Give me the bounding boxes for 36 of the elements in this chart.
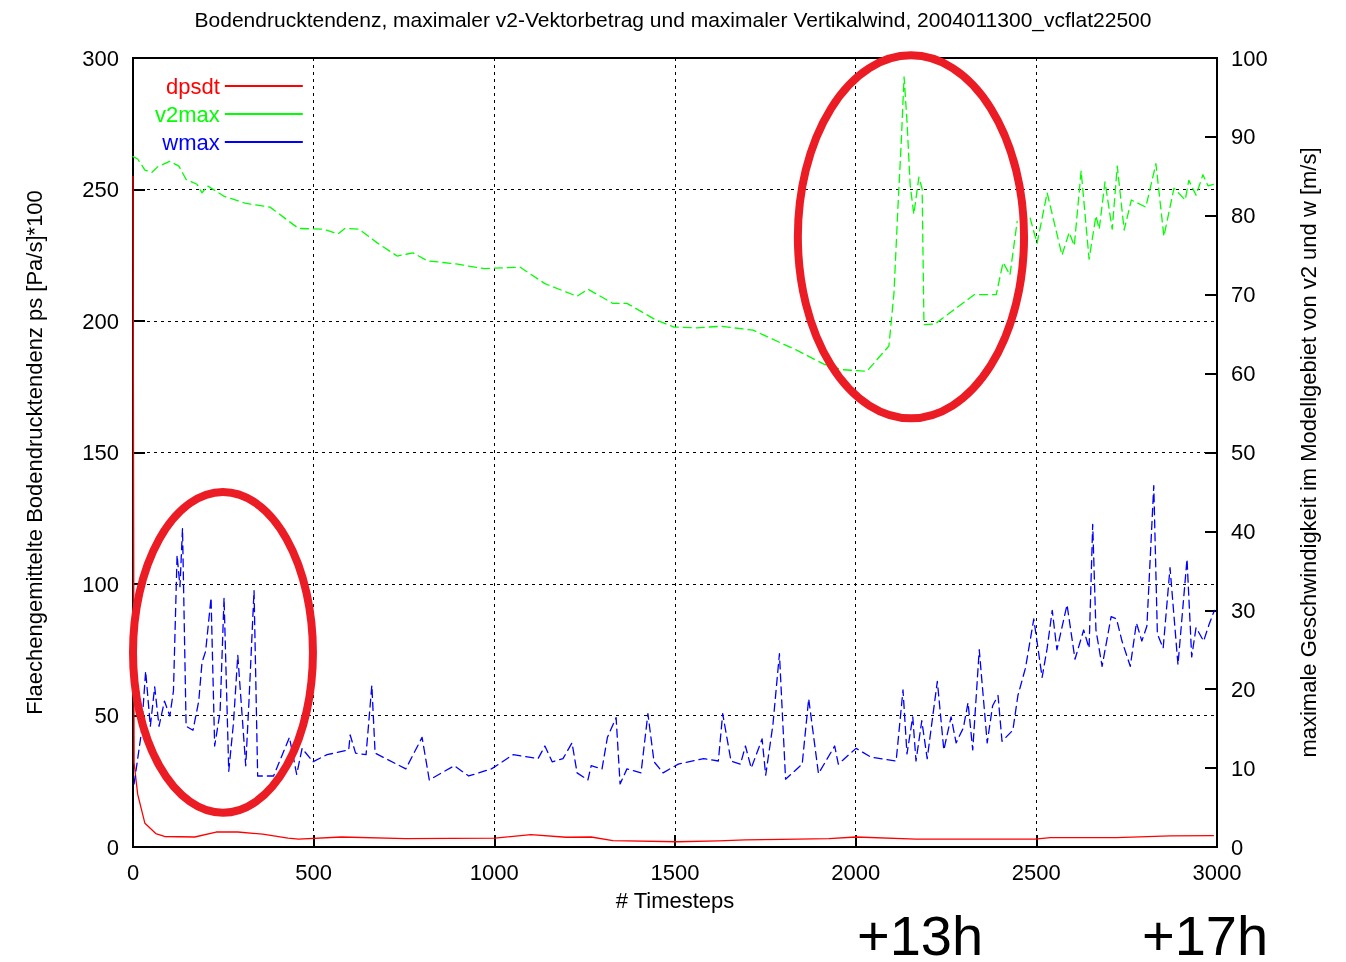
chart-title: Bodendrucktendenz, maximaler v2-Vektorbetrag und maximaler Vertikalwind, 2004011300_vcflat22500 <box>194 8 1152 32</box>
y2-tick-label: 50 <box>1231 440 1256 465</box>
y-axis-title: Flaechengemittelte Bodendrucktendenz ps [Pa/s]*100 <box>21 190 47 715</box>
y-tick-label: 100 <box>82 571 119 597</box>
y2-tick-label: 40 <box>1231 518 1256 544</box>
text: +13h <box>856 904 984 962</box>
x-tick-label: 0 <box>126 859 140 885</box>
y-tick-label: 150 <box>82 440 119 465</box>
y-tick-label: 300 <box>82 45 119 71</box>
legend-label: dpsdt <box>165 73 220 99</box>
legend-label: wmax <box>161 129 220 155</box>
y-tick-label: 250 <box>82 177 119 202</box>
y-tick-label: 0 <box>106 834 119 860</box>
line-series <box>132 175 1215 843</box>
line-series <box>133 484 1216 785</box>
y2-tick-label: 90 <box>1231 124 1256 150</box>
y2-tick-label: 30 <box>1231 597 1256 623</box>
x-tick-label: 1000 <box>469 859 519 885</box>
y2-tick-label: 80 <box>1231 203 1256 229</box>
y2-tick-label: 20 <box>1231 676 1256 702</box>
legend-label: v2max <box>155 101 220 127</box>
y2-axis-title: maximale Geschwindigkeit im Modellgebiet von v2 und w [m/s] <box>1295 147 1321 758</box>
y-tick-label: 200 <box>82 308 119 334</box>
y2-tick-label: 60 <box>1231 361 1256 387</box>
x-tick-label: 3000 <box>1192 859 1242 885</box>
x-tick-label: 1500 <box>650 859 700 885</box>
y2-tick-label: 0 <box>1231 834 1244 860</box>
x-tick-label: 2000 <box>831 859 881 885</box>
y-tick-label: 50 <box>94 703 119 728</box>
y2-tick-label: 10 <box>1231 755 1256 781</box>
x-tick-label: 2500 <box>1011 859 1061 885</box>
x-tick-label: 500 <box>295 859 333 885</box>
x-axis-title: # Timesteps <box>615 887 735 913</box>
y2-tick-label: 70 <box>1231 282 1256 308</box>
text: +17h <box>1141 904 1269 962</box>
y2-tick-label: 100 <box>1231 45 1268 71</box>
